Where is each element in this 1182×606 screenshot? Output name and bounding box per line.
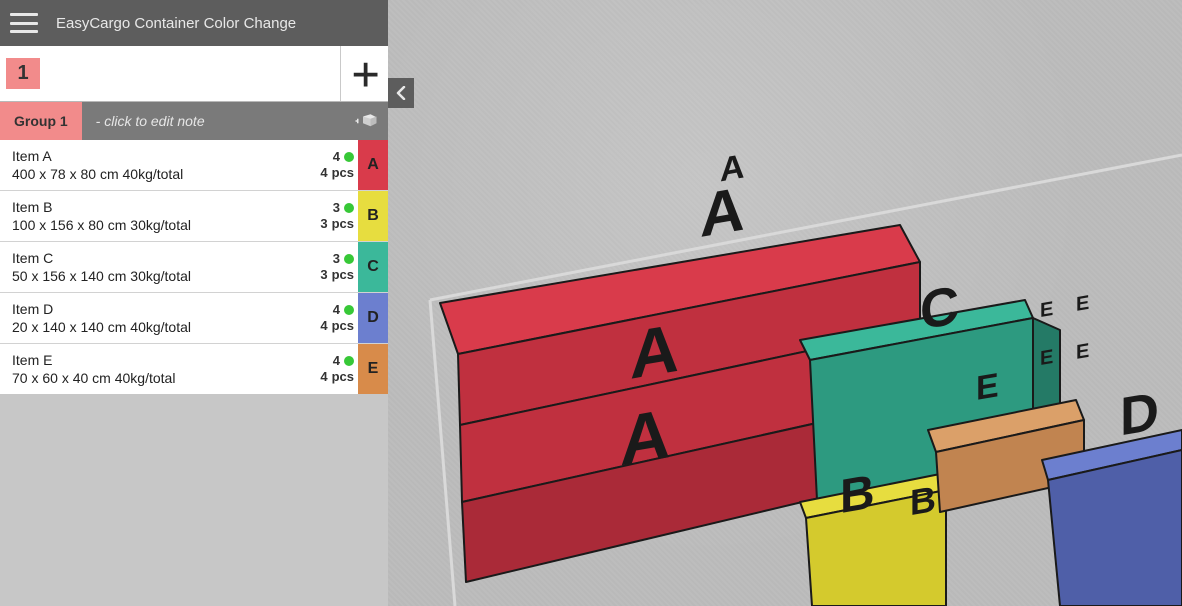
status-dot-icon [344,356,354,366]
item-name: Item B [12,199,290,215]
item-main: Item E 70 x 60 x 40 cm 40kg/total [0,344,300,394]
svg-text:E: E [1040,298,1053,322]
svg-text:E: E [1076,340,1089,364]
add-container-button[interactable] [340,46,388,101]
pcs-label: pcs [332,369,354,385]
chevron-left-icon [395,86,407,100]
item-row[interactable]: Item A 400 x 78 x 80 cm 40kg/total 4 4 p… [0,140,388,190]
count-top: 4 [333,353,340,369]
item-counts: 4 4 pcs [300,293,358,343]
svg-text:C: C [920,274,959,341]
app-title: EasyCargo Container Color Change [56,15,296,32]
count-bottom: 4 [320,318,327,334]
item-row[interactable]: Item C 50 x 156 x 140 cm 30kg/total 3 3 … [0,241,388,292]
item-swatch[interactable]: B [358,191,388,241]
pcs-label: pcs [332,318,354,334]
item-main: Item D 20 x 140 x 140 cm 40kg/total [0,293,300,343]
svg-text:D: D [1120,380,1159,447]
plus-icon [350,59,380,89]
count-bottom: 4 [320,165,327,181]
count-top: 3 [333,200,340,216]
item-main: Item A 400 x 78 x 80 cm 40kg/total [0,140,300,190]
items-list: Item A 400 x 78 x 80 cm 40kg/total 4 4 p… [0,140,388,394]
svg-text:A: A [620,393,671,480]
container-tabs-row: 1 [0,46,388,102]
svg-text:B: B [910,478,936,523]
item-row[interactable]: Item B 100 x 156 x 80 cm 30kg/total 3 3 … [0,190,388,241]
count-bottom: 3 [320,267,327,283]
item-swatch[interactable]: C [358,242,388,292]
item-swatch[interactable]: D [358,293,388,343]
count-top: 4 [333,149,340,165]
status-dot-icon [344,254,354,264]
collapse-panel-button[interactable] [388,78,414,108]
count-bottom: 3 [320,216,327,232]
count-top: 3 [333,251,340,267]
svg-text:E: E [976,366,999,408]
item-name: Item E [12,352,290,368]
item-dims: 70 x 60 x 40 cm 40kg/total [12,370,290,386]
item-name: Item A [12,148,290,164]
add-box-icon [354,111,378,131]
count-bottom: 4 [320,369,327,385]
menu-icon[interactable] [10,13,38,33]
titlebar: EasyCargo Container Color Change [0,0,388,46]
item-swatch[interactable]: E [358,344,388,394]
item-counts: 3 3 pcs [300,191,358,241]
item-row[interactable]: Item E 70 x 60 x 40 cm 40kg/total 4 4 pc… [0,343,388,394]
status-dot-icon [344,305,354,315]
svg-text:A: A [720,148,745,190]
sidebar: EasyCargo Container Color Change 1 Group… [0,0,388,606]
group-note-placeholder[interactable]: - click to edit note [96,113,205,129]
status-dot-icon [344,203,354,213]
item-dims: 50 x 156 x 140 cm 30kg/total [12,268,290,284]
item-name: Item D [12,301,290,317]
pcs-label: pcs [332,216,354,232]
item-name: Item C [12,250,290,266]
pcs-label: pcs [332,165,354,181]
group-add-box-button[interactable] [354,111,378,131]
item-swatch[interactable]: A [358,140,388,190]
item-counts: 4 4 pcs [300,140,358,190]
svg-text:B: B [840,465,875,525]
status-dot-icon [344,152,354,162]
item-main: Item C 50 x 156 x 140 cm 30kg/total [0,242,300,292]
item-dims: 100 x 156 x 80 cm 30kg/total [12,217,290,233]
item-dims: 20 x 140 x 140 cm 40kg/total [12,319,290,335]
group-tab[interactable]: Group 1 [0,102,82,140]
group-header[interactable]: Group 1 - click to edit note [0,102,388,140]
item-row[interactable]: Item D 20 x 140 x 140 cm 40kg/total 4 4 … [0,292,388,343]
item-counts: 4 4 pcs [300,344,358,394]
count-top: 4 [333,302,340,318]
pcs-label: pcs [332,267,354,283]
viewport-3d[interactable]: AAAACCBBEEEEED [388,0,1182,606]
svg-text:E: E [1040,346,1053,370]
item-dims: 400 x 78 x 80 cm 40kg/total [12,166,290,182]
item-counts: 3 3 pcs [300,242,358,292]
item-main: Item B 100 x 156 x 80 cm 30kg/total [0,191,300,241]
container-tab-1[interactable]: 1 [6,58,40,89]
svg-text:E: E [1076,292,1089,316]
